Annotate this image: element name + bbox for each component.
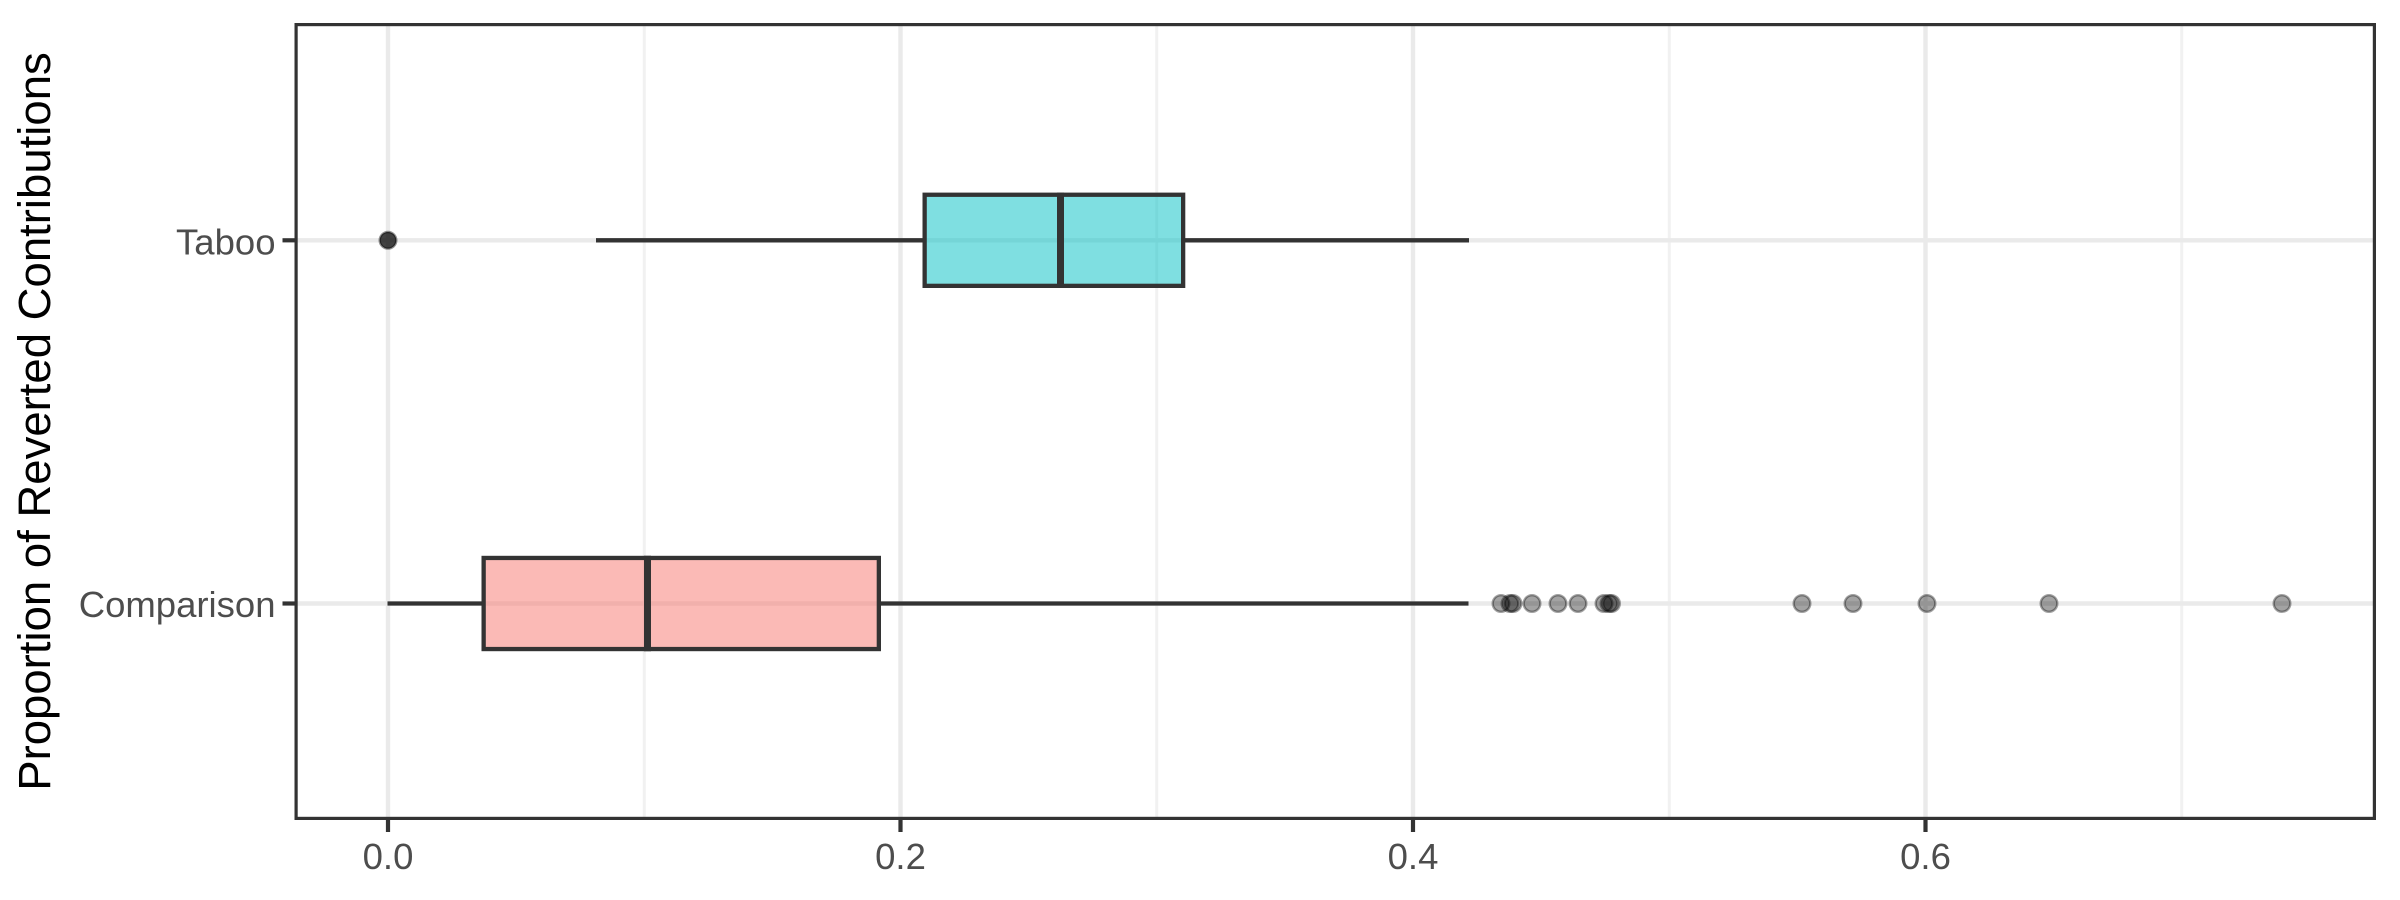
svg-text:0.2: 0.2 <box>875 836 926 877</box>
svg-text:Taboo: Taboo <box>176 222 275 263</box>
svg-text:0.6: 0.6 <box>1900 836 1951 877</box>
svg-text:Proportion of Reverted Contrib: Proportion of Reverted Contributions <box>9 52 60 791</box>
svg-text:Comparison: Comparison <box>79 584 276 625</box>
svg-text:0.0: 0.0 <box>363 836 414 877</box>
svg-text:0.4: 0.4 <box>1388 836 1439 877</box>
